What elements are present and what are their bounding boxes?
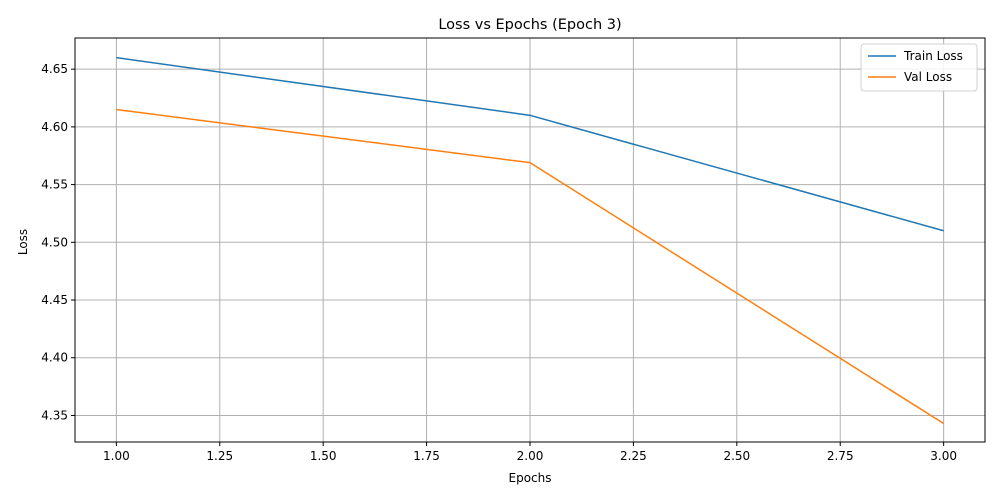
x-tick-label: 2.50 — [723, 449, 750, 463]
x-axis-label: Epochs — [509, 471, 552, 485]
x-tick-label: 3.00 — [930, 449, 957, 463]
legend: Train Loss Val Loss — [860, 43, 978, 92]
y-axis-label: Loss — [16, 229, 30, 255]
train-loss-legend-label: Train Loss — [903, 49, 963, 63]
y-tick-label: 4.45 — [41, 293, 68, 307]
train-loss-line — [116, 56, 944, 232]
y-tick-label: 4.60 — [41, 120, 68, 134]
x-tick-label: 1.00 — [103, 449, 130, 463]
x-tick-label: 1.50 — [310, 449, 337, 463]
x-tick-label: 2.25 — [620, 449, 647, 463]
x-tick-label: 1.25 — [206, 449, 233, 463]
val-loss-line — [116, 108, 945, 425]
x-tick-label: 2.00 — [517, 449, 544, 463]
y-tick-label: 4.50 — [41, 235, 68, 249]
x-tick-label: 1.75 — [413, 449, 440, 463]
grid-lines — [75, 38, 985, 442]
val-loss-legend-label: Val Loss — [904, 70, 952, 84]
y-tick-label: 4.55 — [41, 178, 68, 192]
y-tick-label: 4.40 — [41, 351, 68, 365]
axis-ticks: 1.00 1.25 1.50 1.75 2.00 2.25 2.50 2.75 3.00 4.35… — [41, 62, 957, 463]
x-tick-label: 2.75 — [827, 449, 854, 463]
y-tick-label: 4.65 — [41, 62, 68, 76]
series-lines — [116, 56, 945, 425]
chart-title: Loss vs Epochs (Epoch 3) — [438, 17, 621, 33]
y-tick-label: 4.35 — [41, 408, 68, 422]
